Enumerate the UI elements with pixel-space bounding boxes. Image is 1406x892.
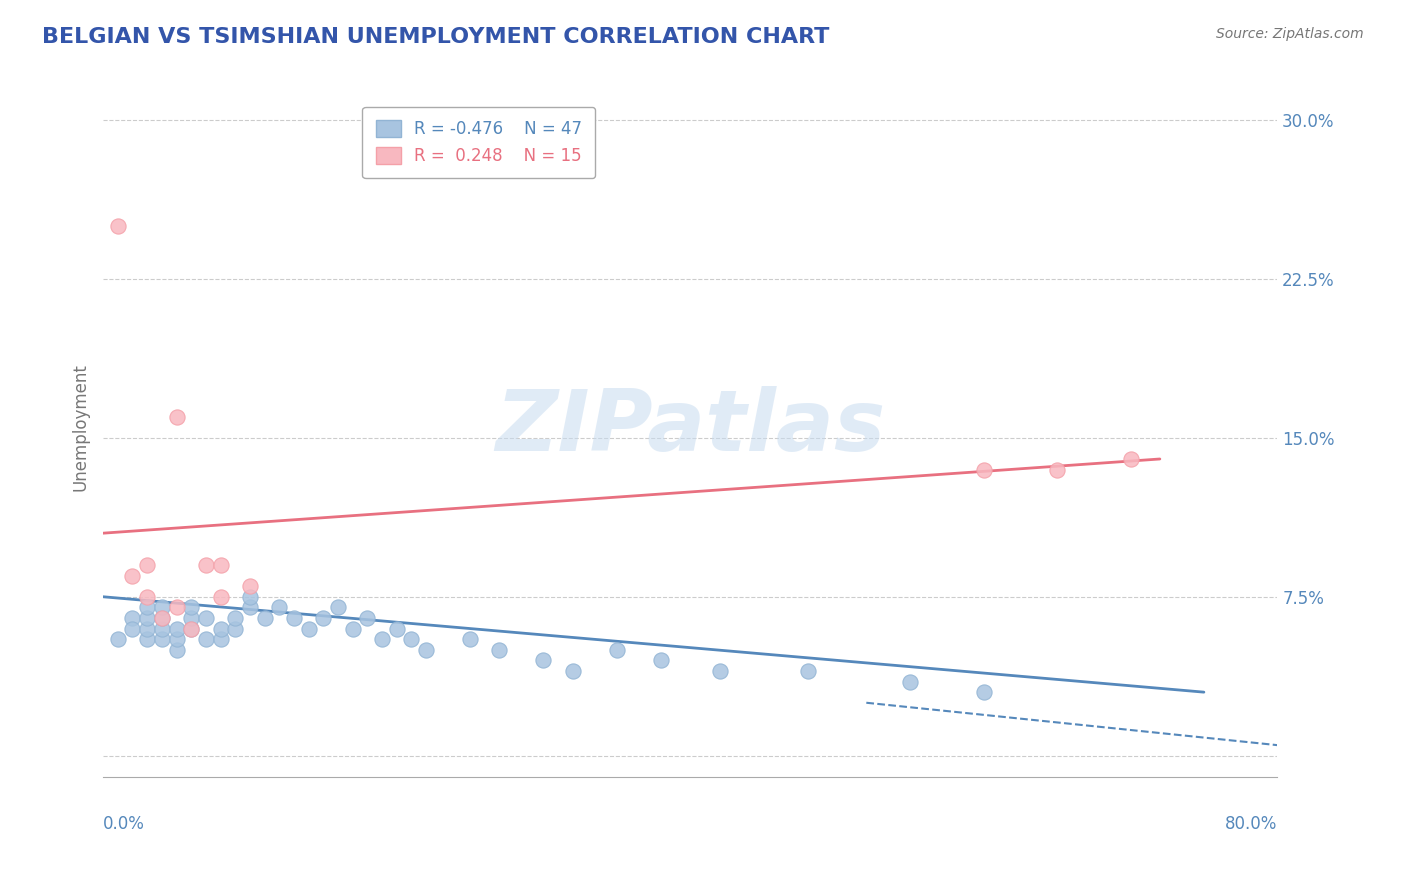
- Text: ZIPatlas: ZIPatlas: [495, 385, 886, 468]
- Point: [253, 611, 276, 625]
- Point: [561, 664, 583, 678]
- Point: [209, 590, 232, 604]
- Point: [180, 622, 202, 636]
- Point: [239, 600, 262, 615]
- Point: [107, 632, 129, 647]
- Point: [150, 611, 173, 625]
- Text: 0.0%: 0.0%: [103, 815, 145, 833]
- Point: [166, 622, 188, 636]
- Point: [136, 632, 159, 647]
- Text: Source: ZipAtlas.com: Source: ZipAtlas.com: [1216, 27, 1364, 41]
- Point: [150, 622, 173, 636]
- Text: 80.0%: 80.0%: [1225, 815, 1277, 833]
- Point: [180, 611, 202, 625]
- Point: [209, 622, 232, 636]
- Point: [709, 664, 731, 678]
- Point: [166, 409, 188, 424]
- Point: [209, 558, 232, 572]
- Point: [136, 590, 159, 604]
- Point: [150, 632, 173, 647]
- Point: [107, 219, 129, 233]
- Point: [973, 462, 995, 476]
- Point: [166, 600, 188, 615]
- Point: [150, 611, 173, 625]
- Point: [533, 653, 555, 667]
- Point: [136, 611, 159, 625]
- Point: [898, 674, 921, 689]
- Point: [283, 611, 305, 625]
- Point: [356, 611, 378, 625]
- Point: [488, 642, 510, 657]
- Point: [166, 632, 188, 647]
- Point: [269, 600, 291, 615]
- Text: BELGIAN VS TSIMSHIAN UNEMPLOYMENT CORRELATION CHART: BELGIAN VS TSIMSHIAN UNEMPLOYMENT CORREL…: [42, 27, 830, 46]
- Point: [239, 590, 262, 604]
- Point: [224, 611, 246, 625]
- Point: [1119, 452, 1142, 467]
- Point: [166, 642, 188, 657]
- Point: [415, 642, 437, 657]
- Point: [150, 600, 173, 615]
- Point: [180, 600, 202, 615]
- Point: [194, 611, 217, 625]
- Point: [224, 622, 246, 636]
- Point: [136, 558, 159, 572]
- Point: [297, 622, 319, 636]
- Point: [180, 622, 202, 636]
- Point: [371, 632, 394, 647]
- Point: [1046, 462, 1069, 476]
- Point: [312, 611, 335, 625]
- Point: [385, 622, 408, 636]
- Point: [650, 653, 672, 667]
- Y-axis label: Unemployment: Unemployment: [72, 363, 89, 491]
- Point: [458, 632, 481, 647]
- Point: [973, 685, 995, 699]
- Point: [136, 600, 159, 615]
- Point: [194, 632, 217, 647]
- Point: [401, 632, 423, 647]
- Point: [342, 622, 364, 636]
- Point: [136, 622, 159, 636]
- Point: [121, 622, 143, 636]
- Point: [194, 558, 217, 572]
- Point: [606, 642, 628, 657]
- Point: [121, 568, 143, 582]
- Point: [326, 600, 349, 615]
- Point: [239, 579, 262, 593]
- Point: [209, 632, 232, 647]
- Point: [796, 664, 818, 678]
- Legend: R = -0.476    N = 47, R =  0.248    N = 15: R = -0.476 N = 47, R = 0.248 N = 15: [363, 107, 595, 178]
- Point: [121, 611, 143, 625]
